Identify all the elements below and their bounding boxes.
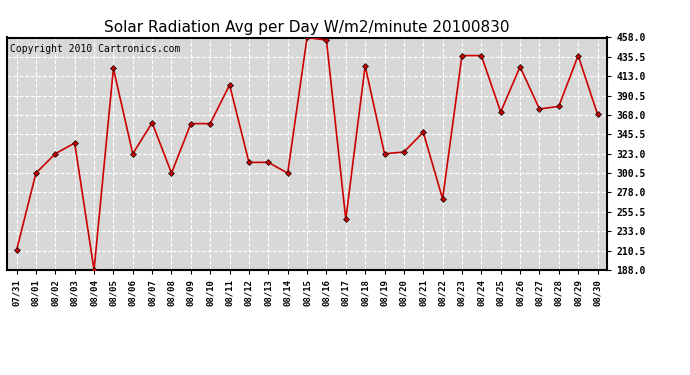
Title: Solar Radiation Avg per Day W/m2/minute 20100830: Solar Radiation Avg per Day W/m2/minute … xyxy=(104,20,510,35)
Text: Copyright 2010 Cartronics.com: Copyright 2010 Cartronics.com xyxy=(10,45,180,54)
